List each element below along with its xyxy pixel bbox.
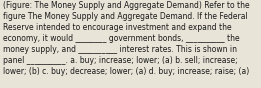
Text: (Figure: The Money Supply and Aggregate Demand) Refer to the
figure The Money Su: (Figure: The Money Supply and Aggregate … [3,1,250,76]
